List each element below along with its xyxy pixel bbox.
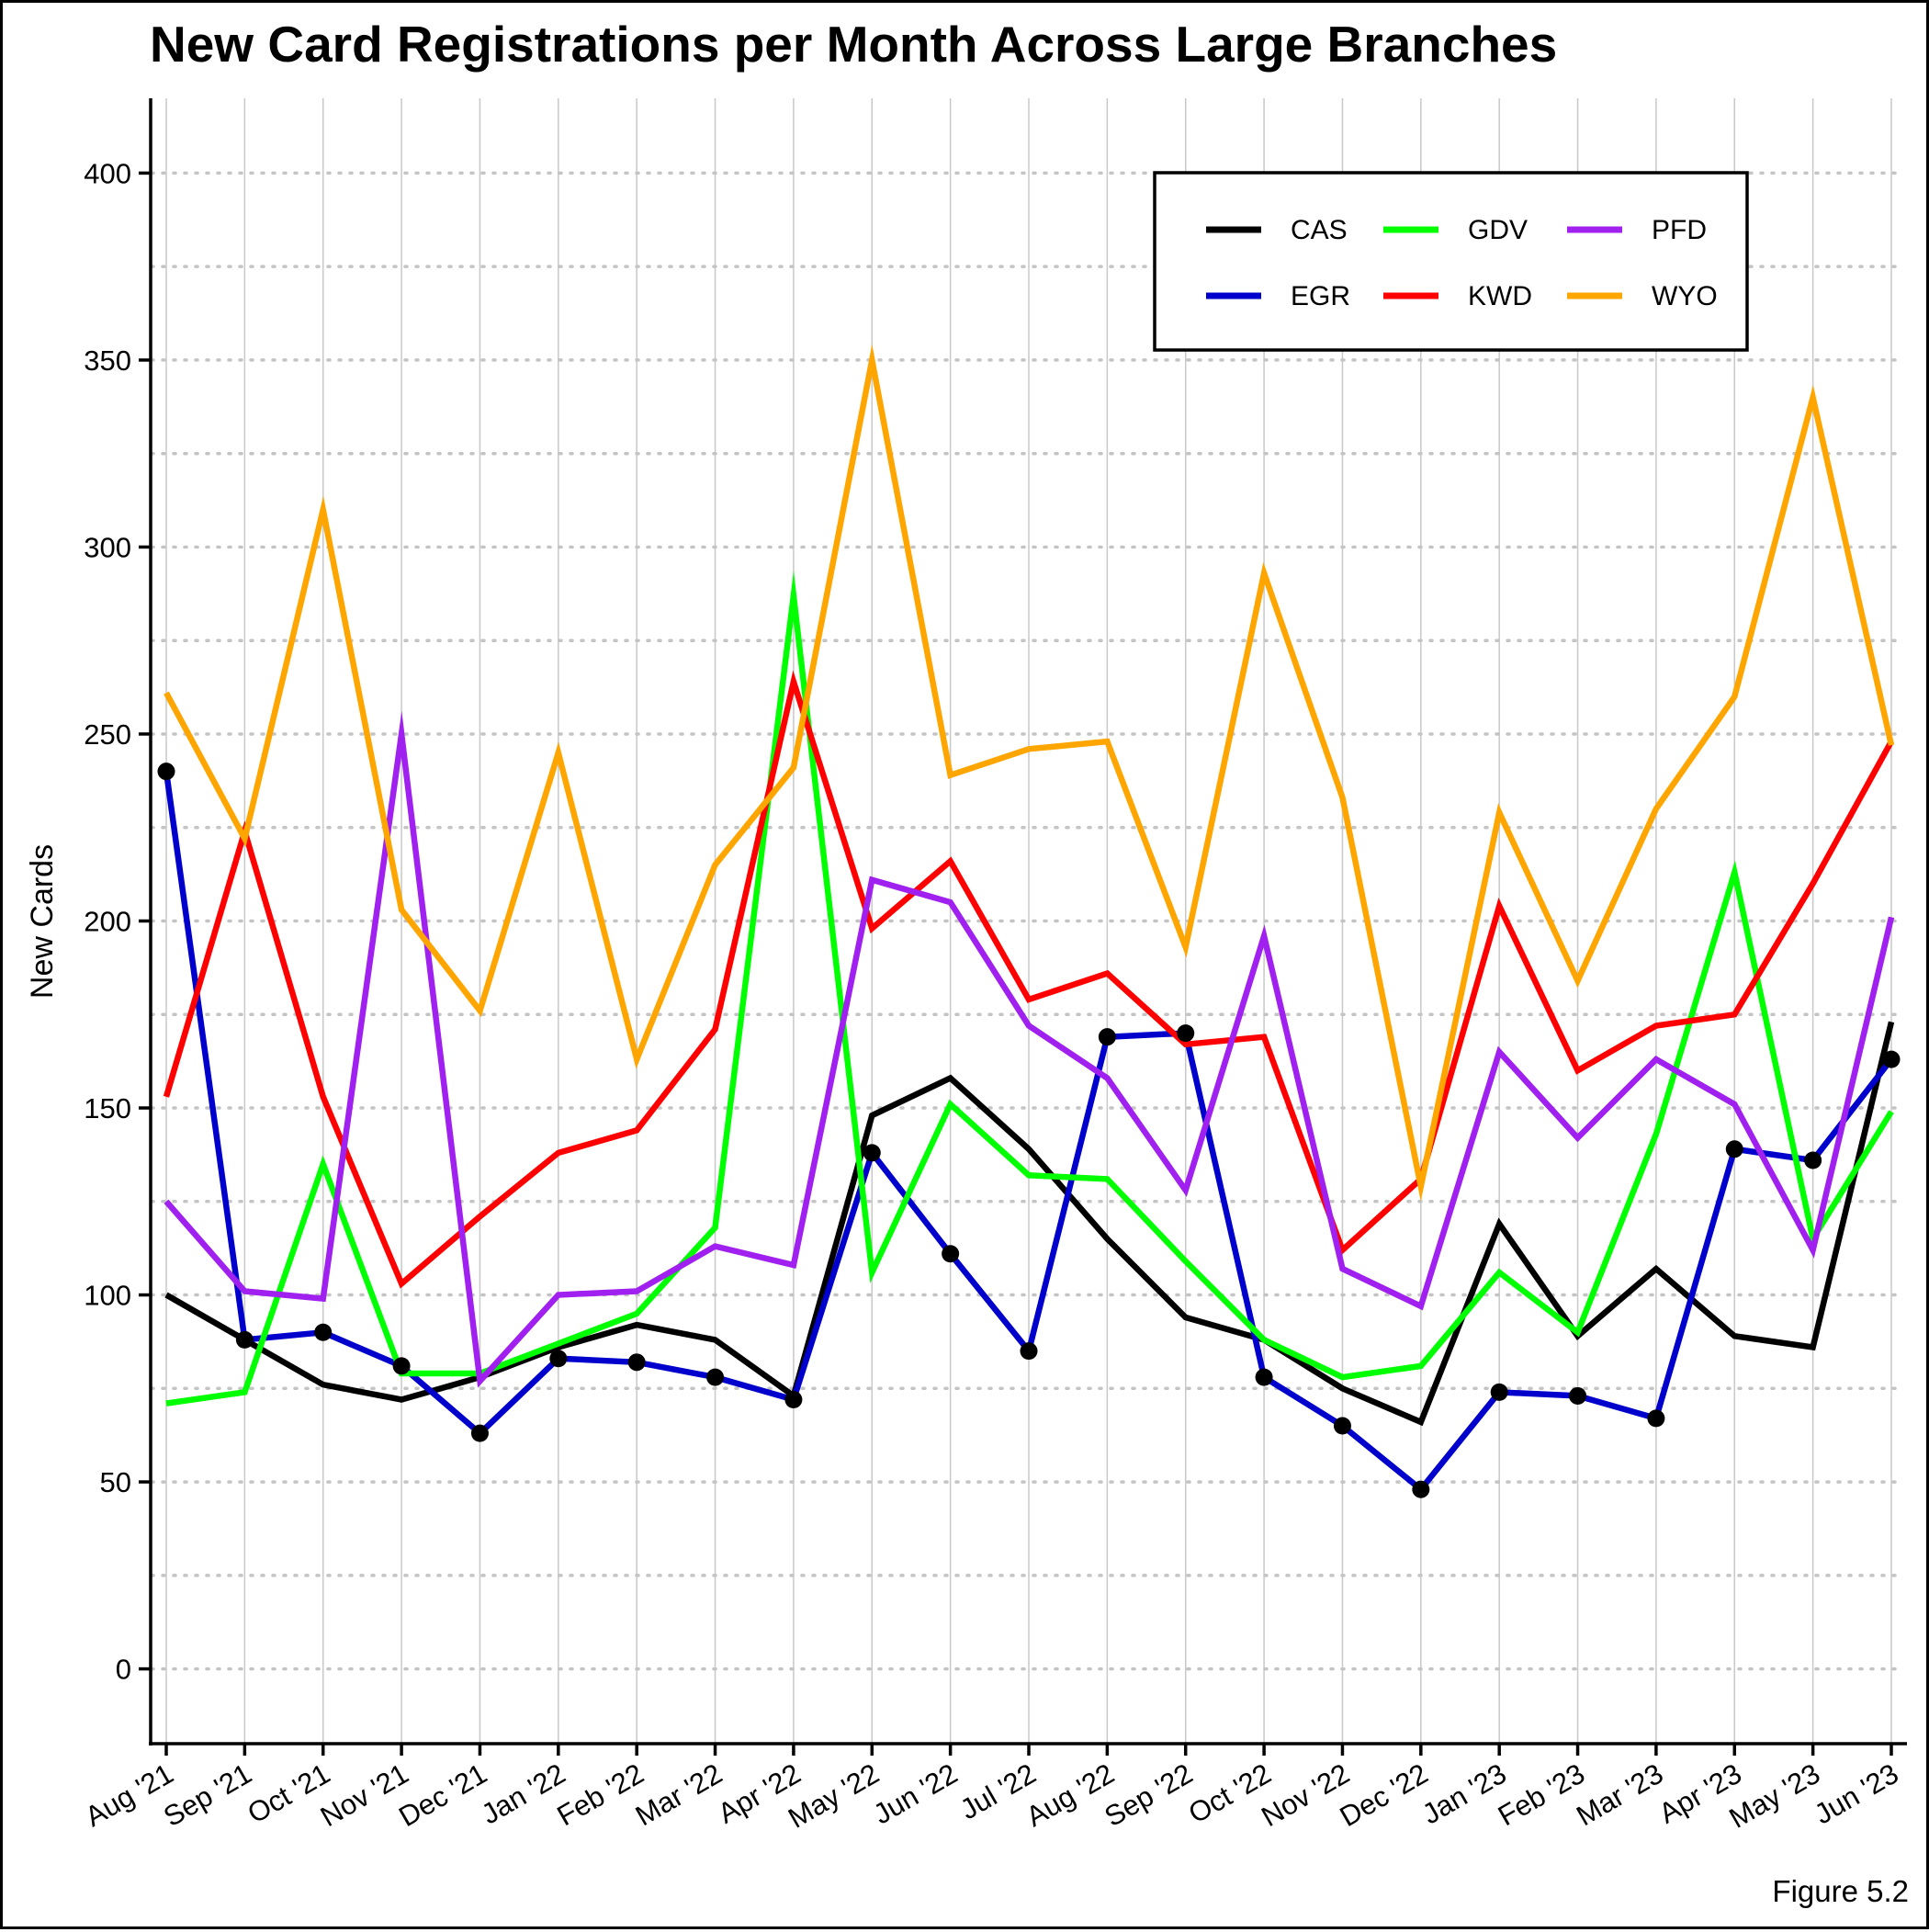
y-tick-label: 150 <box>84 1092 131 1124</box>
y-tick-label: 300 <box>84 531 131 563</box>
y-tick-label: 250 <box>84 718 131 751</box>
data-point-egr <box>393 1357 411 1374</box>
x-tick-label: Oct '22 <box>1183 1757 1277 1830</box>
y-tick-label: 0 <box>116 1654 131 1686</box>
legend-label-wyo: WYO <box>1652 281 1718 311</box>
x-tick-label: Sep '21 <box>158 1757 257 1833</box>
x-tick-label: Jan '23 <box>1416 1757 1511 1831</box>
data-point-egr <box>158 763 175 780</box>
x-tick-label: Feb '22 <box>551 1757 649 1833</box>
y-tick-label: 100 <box>84 1280 131 1312</box>
data-point-egr <box>1177 1024 1194 1042</box>
data-point-egr <box>314 1324 332 1341</box>
x-tick-label: Jan '22 <box>476 1757 570 1831</box>
data-point-egr <box>1099 1028 1116 1045</box>
x-tick-label: Jun '23 <box>1809 1757 1903 1831</box>
x-tick-label: Aug '22 <box>1021 1757 1120 1833</box>
data-point-egr <box>471 1425 489 1442</box>
x-tick-label: May '23 <box>1723 1757 1825 1835</box>
data-point-egr <box>1021 1342 1038 1360</box>
figure-caption: Figure 5.2 <box>1772 1874 1909 1908</box>
data-point-egr <box>784 1391 802 1408</box>
data-point-egr <box>1256 1369 1273 1386</box>
chart-title: New Card Registrations per Month Across … <box>150 16 1557 73</box>
data-point-egr <box>1647 1409 1664 1427</box>
data-point-egr <box>863 1144 881 1161</box>
legend-label-kwd: KWD <box>1468 281 1532 311</box>
legend-box <box>1155 173 1747 350</box>
x-tick-label: Dec '22 <box>1335 1757 1434 1833</box>
x-tick-label: Mar '22 <box>630 1757 728 1833</box>
data-point-egr <box>1569 1387 1586 1405</box>
data-point-egr <box>549 1350 567 1367</box>
data-point-egr <box>236 1331 254 1349</box>
legend: CAS EGR GDV KWD PFD WYO <box>1155 173 1747 350</box>
data-point-egr <box>1804 1152 1822 1169</box>
data-point-egr <box>1726 1140 1743 1158</box>
x-tick-label: May '22 <box>783 1757 885 1835</box>
y-axis-label: New Cards <box>25 844 60 999</box>
y-tick-label: 50 <box>100 1466 131 1498</box>
data-point-egr <box>706 1369 724 1386</box>
x-tick-label: Aug '21 <box>80 1757 179 1833</box>
data-point-egr <box>1334 1418 1351 1435</box>
y-tick-label: 350 <box>84 345 131 377</box>
data-point-egr <box>1491 1384 1508 1401</box>
x-tick-label: Feb '23 <box>1493 1757 1590 1833</box>
x-tick-label: Dec '21 <box>393 1757 492 1833</box>
data-point-egr <box>1412 1481 1429 1498</box>
y-tick-label: 400 <box>84 157 131 189</box>
x-tick-label: Jun '22 <box>868 1757 963 1831</box>
y-tick-label: 200 <box>84 906 131 938</box>
legend-label-cas: CAS <box>1291 215 1348 245</box>
x-tick-label: Nov '21 <box>315 1757 414 1833</box>
data-point-egr <box>1883 1051 1901 1068</box>
legend-label-egr: EGR <box>1291 281 1350 311</box>
legend-label-gdv: GDV <box>1468 215 1528 245</box>
x-tick-label: Nov '22 <box>1256 1757 1355 1833</box>
data-point-egr <box>628 1353 646 1371</box>
legend-label-pfd: PFD <box>1652 215 1707 245</box>
data-point-egr <box>942 1245 959 1262</box>
x-tick-label: Sep '22 <box>1100 1757 1199 1833</box>
x-tick-label: Oct '21 <box>243 1757 336 1830</box>
x-tick-label: Mar '23 <box>1571 1757 1668 1833</box>
